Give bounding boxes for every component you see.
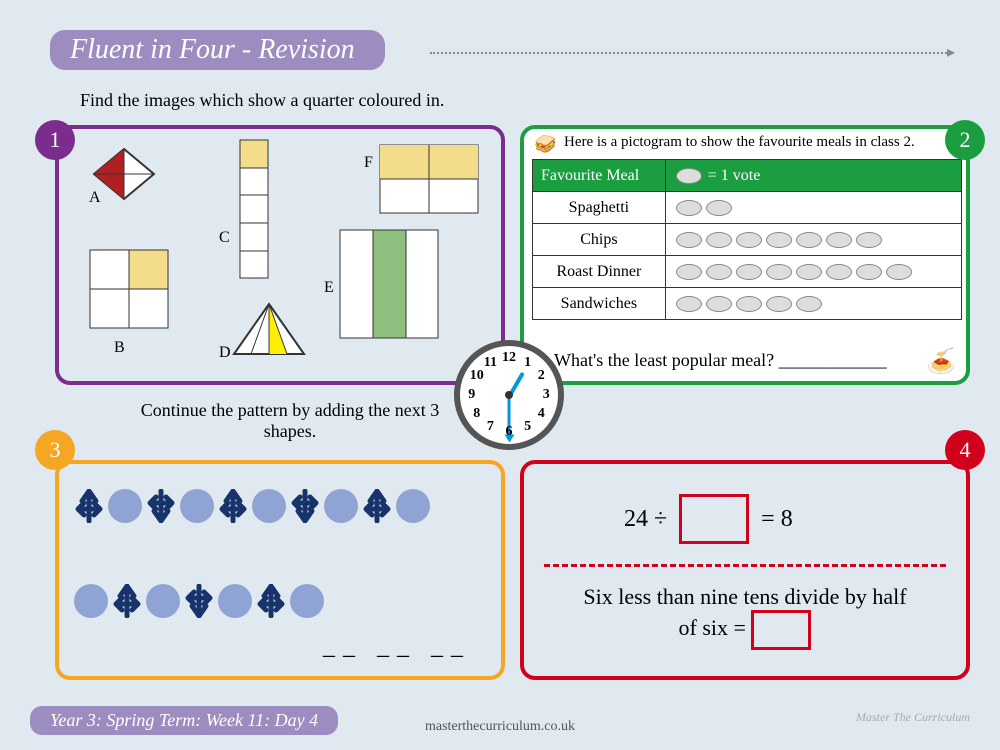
shape-f-grid: [379, 144, 479, 214]
title-arrow: [430, 52, 950, 54]
shape-c-bar: [239, 139, 269, 279]
title-bar: Fluent in Four - Revision: [50, 30, 950, 75]
label-d: D: [219, 344, 231, 362]
label-c: C: [219, 229, 230, 247]
label-a: A: [89, 189, 101, 207]
panel-q2: 🥪 Here is a pictogram to show the favour…: [520, 125, 970, 385]
shape-d-triangle: [229, 299, 309, 359]
equation-1: 24 ÷ = 8: [624, 494, 793, 544]
label-b: B: [114, 339, 125, 357]
label-f: F: [364, 154, 373, 172]
q2-question: What's the least popular meal? _________…: [554, 350, 887, 371]
badge-3: 3: [35, 430, 75, 470]
panel-q1: A B C D E F: [55, 125, 505, 385]
footer-term: Year 3: Spring Term: Week 11: Day 4: [30, 706, 338, 735]
eq-a: 24 ÷: [624, 506, 667, 533]
sandwich-icon: 🥪: [534, 134, 556, 155]
panel-q4: 24 ÷ = 8 Six less than nine tens divide …: [520, 460, 970, 680]
clock-centre: [505, 391, 513, 399]
eq-box-1: [679, 494, 749, 544]
pattern-blanks: __ __ __: [323, 634, 471, 661]
label-e: E: [324, 279, 334, 297]
eq-box-2: [751, 610, 811, 650]
shape-b-grid: [89, 249, 169, 329]
pattern-row-1: [74, 489, 430, 523]
panel-q3: __ __ __: [55, 460, 505, 680]
col-legend: = 1 vote: [665, 160, 961, 192]
q1-instruction: Find the images which show a quarter col…: [80, 90, 444, 111]
divider: [544, 564, 946, 567]
footer-brand: Master The Curriculum: [856, 710, 970, 725]
eq2-text: Six less than nine tens divide by half o…: [583, 584, 906, 640]
equation-2: Six less than nine tens divide by half o…: [574, 584, 916, 650]
badge-1: 1: [35, 120, 75, 160]
q3-instruction: Continue the pattern by adding the next …: [130, 400, 450, 442]
page-title: Fluent in Four - Revision: [50, 30, 385, 70]
footer-url: masterthecurriculum.co.uk: [425, 719, 575, 735]
q2-header: Here is a pictogram to show the favourit…: [564, 134, 915, 151]
pattern-row-2: [74, 584, 324, 618]
badge-4: 4: [945, 430, 985, 470]
spaghetti-icon: 🍝: [926, 347, 956, 376]
col-meal: Favourite Meal: [533, 160, 666, 192]
badge-2: 2: [945, 120, 985, 160]
shape-e-cols: [339, 229, 439, 339]
eq-b: = 8: [761, 506, 793, 533]
clock: 123456789101112: [454, 340, 564, 450]
pictogram-table: Favourite Meal = 1 vote SpaghettiChipsRo…: [532, 159, 962, 320]
